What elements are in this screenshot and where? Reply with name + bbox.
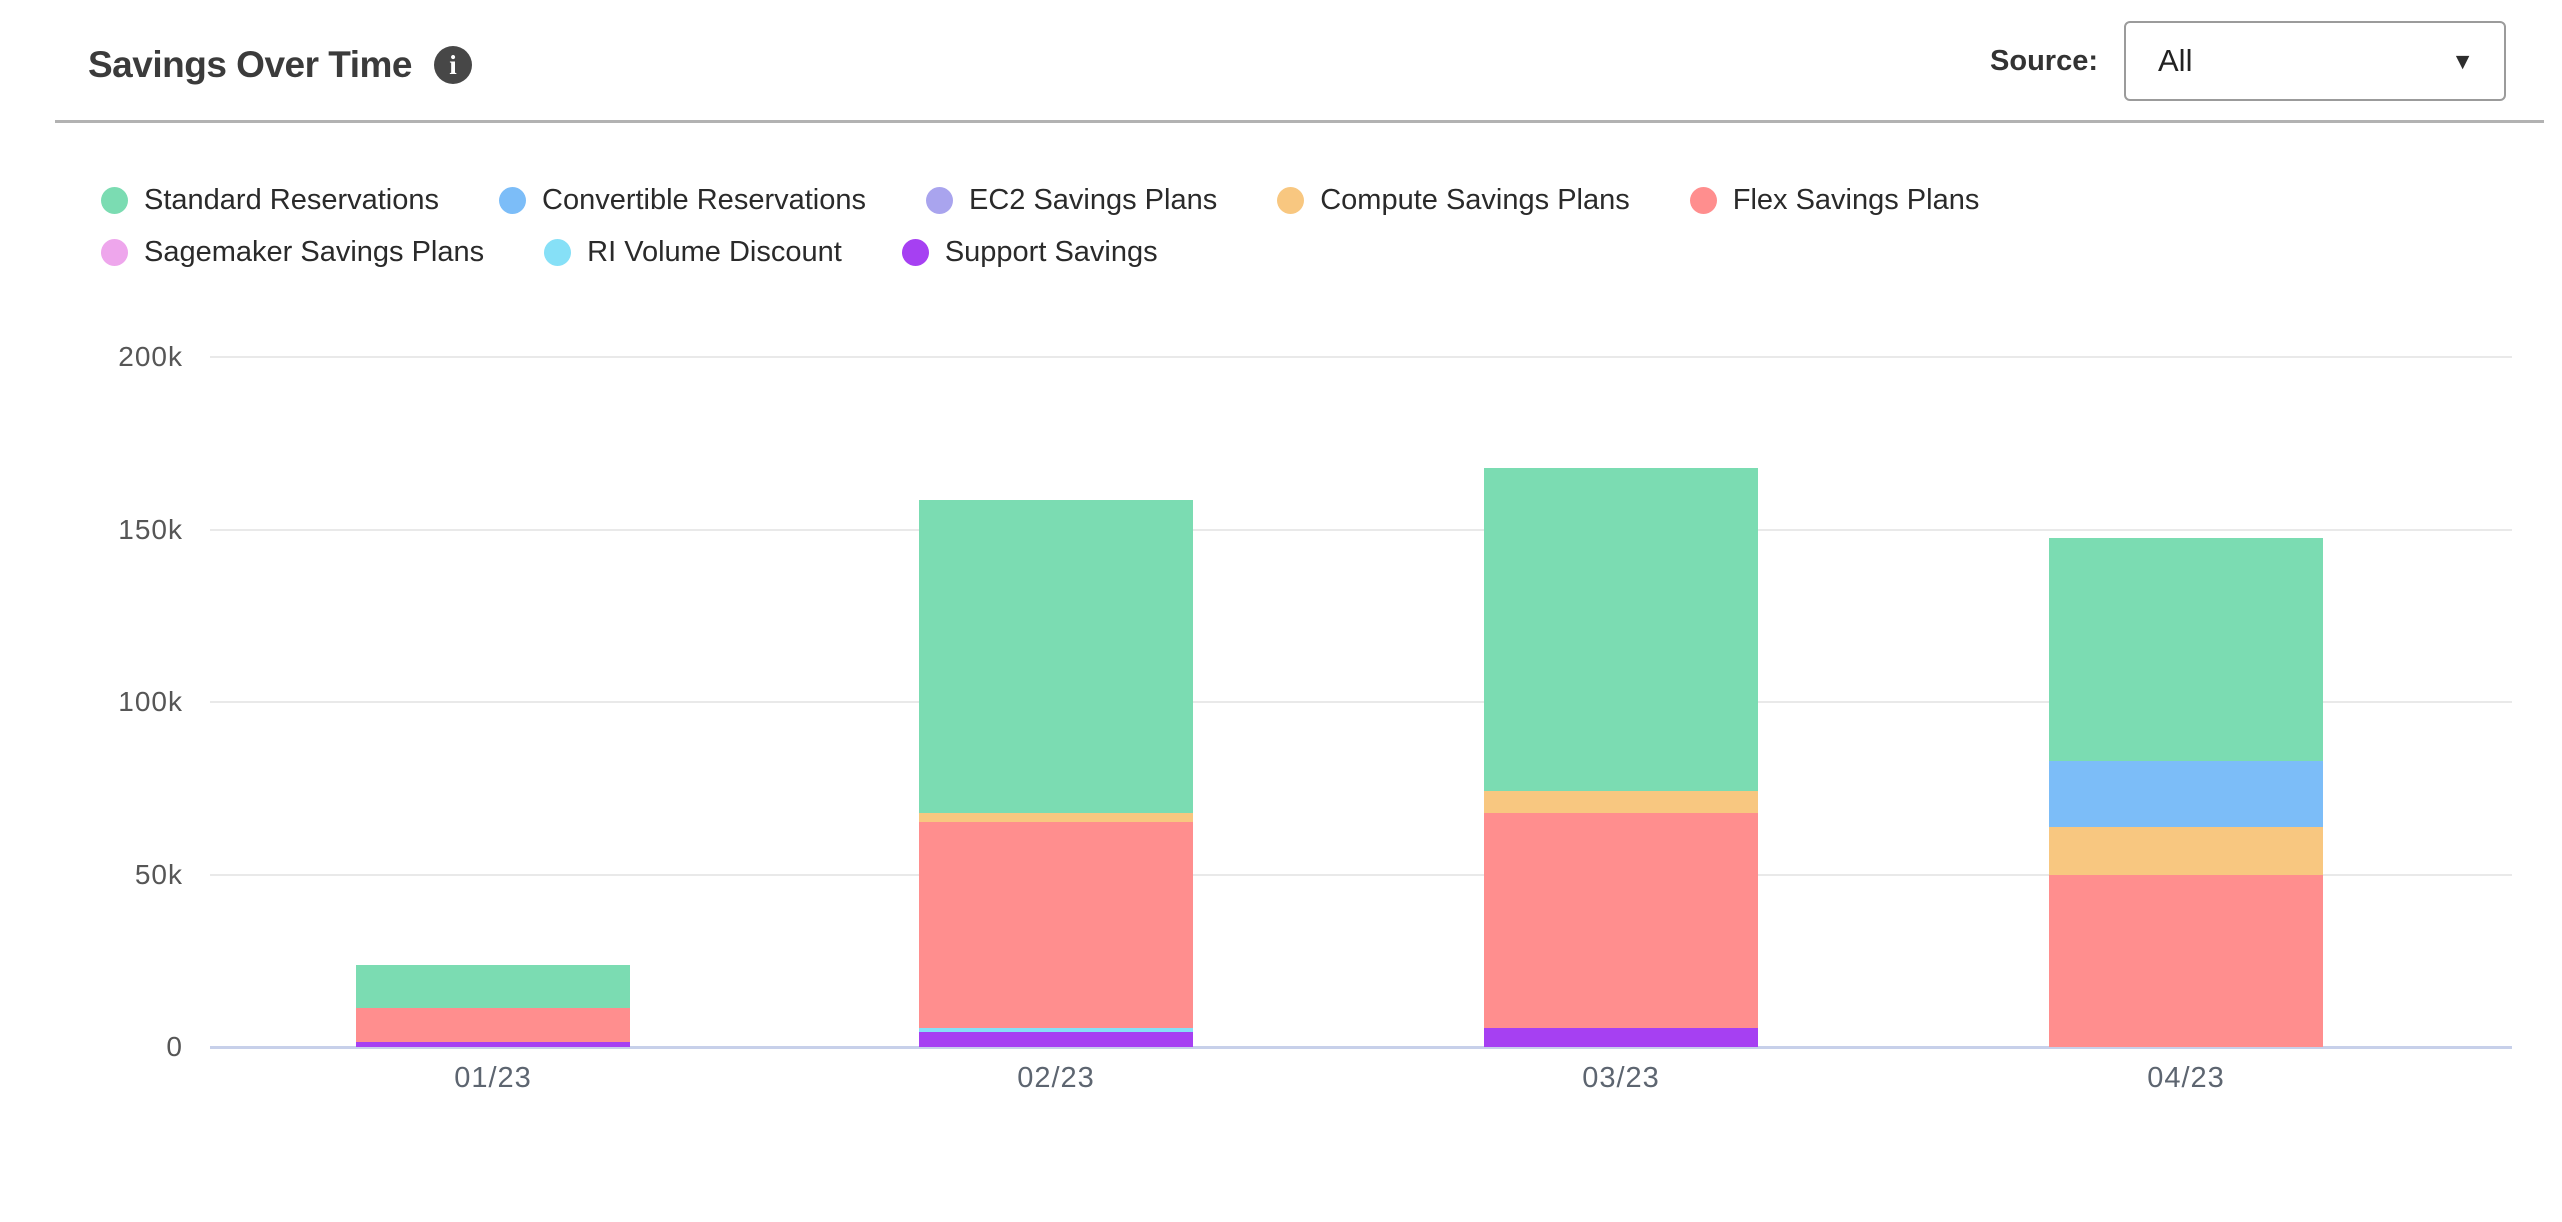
bar-segment-standard-reservations-02-23[interactable] — [919, 499, 1193, 813]
page-title: Savings Over Time — [88, 44, 412, 85]
source-selected-value: All — [2158, 43, 2193, 78]
legend-swatch-icon — [925, 187, 953, 214]
bar-segment-flex-savings-plans-01-23[interactable] — [356, 1008, 630, 1042]
legend-swatch-icon — [101, 239, 128, 266]
legend-item-compute-savings-plans[interactable]: Compute Savings Plans — [1277, 184, 1630, 217]
gridline-50k — [210, 873, 2512, 876]
source-label: Source: — [1990, 44, 2098, 77]
legend-swatch-icon — [1277, 187, 1305, 214]
legend-swatch-icon — [901, 239, 929, 266]
legend-swatch-icon — [1689, 187, 1717, 214]
bar-segment-flex-savings-plans-02-23[interactable] — [919, 821, 1193, 1028]
bar-segment-support-savings-01-23[interactable] — [356, 1041, 630, 1047]
bar-segment-compute-savings-plans-03-23[interactable] — [1484, 790, 1758, 813]
x-axis-label: 01/23 — [454, 1062, 532, 1094]
bar-segment-standard-reservations-03-23[interactable] — [1484, 468, 1758, 791]
legend-swatch-icon — [101, 187, 128, 214]
bar-segment-ri-volume-discount-02-23[interactable] — [919, 1028, 1193, 1032]
gridline-200k — [210, 356, 2512, 358]
legend-row-1: Standard Reservations Convertible Reserva… — [101, 184, 2502, 217]
bar-segment-flex-savings-plans-03-23[interactable] — [1484, 812, 1758, 1029]
legend-item-flex-savings-plans[interactable]: Flex Savings Plans — [1689, 184, 1980, 217]
bar-segment-flex-savings-plans-04-23[interactable] — [2049, 874, 2323, 1047]
x-axis-line — [210, 1046, 2512, 1049]
x-axis-label: 04/23 — [2147, 1062, 2225, 1094]
gridline-150k — [210, 528, 2512, 531]
legend-label: Convertible Reservations — [542, 184, 866, 216]
legend-label: EC2 Savings Plans — [968, 184, 1218, 216]
bar-segment-standard-reservations-01-23[interactable] — [356, 964, 630, 1008]
x-axis-label: 02/23 — [1017, 1062, 1095, 1094]
header-divider — [55, 120, 2544, 123]
y-axis-tick-label: 50k — [134, 858, 183, 890]
y-axis-tick-label: 150k — [118, 513, 183, 545]
chart-legend: Standard Reservations Convertible Reserva… — [101, 184, 2502, 288]
legend-item-sagemaker-savings-plans[interactable]: Sagemaker Savings Plans — [101, 236, 484, 269]
info-icon[interactable]: i — [433, 46, 472, 84]
panel-header: Savings Over Time i — [88, 44, 472, 86]
bar-segment-standard-reservations-04-23[interactable] — [2049, 538, 2323, 761]
legend-label: Compute Savings Plans — [1320, 184, 1630, 216]
legend-label: Sagemaker Savings Plans — [144, 236, 485, 268]
bar-segment-support-savings-02-23[interactable] — [919, 1031, 1193, 1047]
legend-item-convertible-reservations[interactable]: Convertible Reservations — [499, 184, 866, 217]
y-axis-tick-label: 100k — [118, 686, 183, 717]
legend-swatch-icon — [544, 239, 572, 266]
source-control: Source: All ▼ — [1990, 0, 2506, 122]
y-axis-tick-label: 200k — [118, 341, 183, 372]
legend-item-ri-volume-discount[interactable]: RI Volume Discount — [544, 236, 842, 269]
bar-segment-compute-savings-plans-04-23[interactable] — [2049, 827, 2323, 875]
bar-segment-compute-savings-plans-02-23[interactable] — [919, 812, 1193, 822]
caret-down-icon: ▼ — [2451, 47, 2474, 74]
legend-item-ec2-savings-plans[interactable]: EC2 Savings Plans — [925, 184, 1218, 217]
bar-segment-convertible-reservations-04-23[interactable] — [2049, 760, 2323, 828]
y-axis-tick-label: 0 — [166, 1031, 183, 1062]
legend-row-2: Sagemaker Savings Plans RI Volume Discoun… — [101, 236, 2502, 269]
source-select[interactable]: All ▼ — [2124, 21, 2506, 101]
legend-label: Standard Reservations — [144, 184, 439, 216]
legend-label: RI Volume Discount — [587, 236, 842, 268]
legend-label: Flex Savings Plans — [1732, 184, 1980, 216]
gridline-100k — [210, 701, 2512, 703]
bar-segment-support-savings-03-23[interactable] — [1484, 1028, 1758, 1047]
legend-swatch-icon — [499, 187, 526, 214]
legend-item-standard-reservations[interactable]: Standard Reservations — [101, 184, 439, 217]
legend-item-support-savings[interactable]: Support Savings — [901, 236, 1158, 269]
legend-label: Support Savings — [944, 236, 1158, 268]
x-axis-label: 03/23 — [1582, 1062, 1660, 1094]
